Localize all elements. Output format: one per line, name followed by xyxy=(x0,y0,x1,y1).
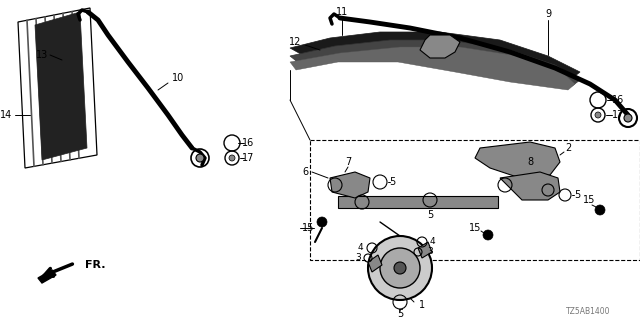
Polygon shape xyxy=(290,47,575,90)
Text: 11: 11 xyxy=(336,7,348,17)
Text: 4: 4 xyxy=(429,237,435,246)
Text: 14: 14 xyxy=(0,110,12,120)
Text: 17: 17 xyxy=(612,110,624,120)
Text: 9: 9 xyxy=(545,9,551,19)
Polygon shape xyxy=(330,172,370,198)
Text: 16: 16 xyxy=(242,138,254,148)
Text: TZ5AB1400: TZ5AB1400 xyxy=(566,308,610,316)
Text: 8: 8 xyxy=(527,157,533,167)
Circle shape xyxy=(595,112,601,118)
Text: 5: 5 xyxy=(397,309,403,319)
Polygon shape xyxy=(290,40,580,86)
Polygon shape xyxy=(475,142,560,178)
Text: 5: 5 xyxy=(427,210,433,220)
Text: 3: 3 xyxy=(427,247,433,257)
Polygon shape xyxy=(18,8,97,168)
Circle shape xyxy=(368,236,432,300)
Text: 15: 15 xyxy=(583,195,595,205)
Circle shape xyxy=(196,154,204,162)
Circle shape xyxy=(483,230,493,240)
Text: 3: 3 xyxy=(355,253,361,262)
Text: 10: 10 xyxy=(172,73,184,83)
Text: 15: 15 xyxy=(469,223,481,233)
Polygon shape xyxy=(368,255,382,272)
Circle shape xyxy=(380,248,420,288)
Text: FR.: FR. xyxy=(85,260,106,270)
Circle shape xyxy=(595,205,605,215)
Text: 4: 4 xyxy=(357,244,363,252)
Polygon shape xyxy=(500,172,560,200)
Text: 16: 16 xyxy=(612,95,624,105)
Text: 6: 6 xyxy=(302,167,308,177)
Text: 2: 2 xyxy=(565,143,571,153)
Text: 12: 12 xyxy=(289,37,301,47)
Polygon shape xyxy=(338,196,498,208)
Polygon shape xyxy=(418,242,432,258)
Circle shape xyxy=(317,217,327,227)
Circle shape xyxy=(394,262,406,274)
Circle shape xyxy=(624,114,632,122)
Text: 15: 15 xyxy=(302,223,314,233)
Circle shape xyxy=(229,155,235,161)
Text: 5: 5 xyxy=(389,177,395,187)
Polygon shape xyxy=(35,12,87,160)
Text: 1: 1 xyxy=(419,300,425,310)
Bar xyxy=(310,140,640,260)
Text: 13: 13 xyxy=(36,50,48,60)
Polygon shape xyxy=(290,32,580,80)
Text: 7: 7 xyxy=(345,157,351,167)
Polygon shape xyxy=(38,270,56,283)
Text: 5: 5 xyxy=(574,190,580,200)
Text: 17: 17 xyxy=(242,153,254,163)
Polygon shape xyxy=(420,35,460,58)
